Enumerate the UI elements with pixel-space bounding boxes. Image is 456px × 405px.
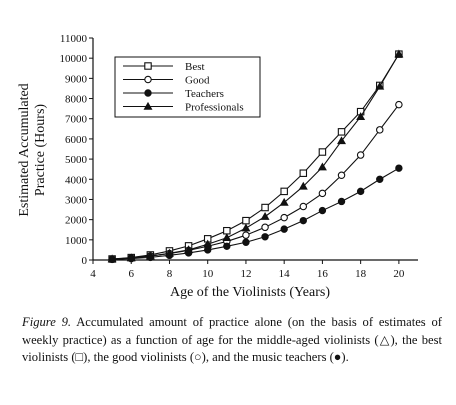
point-teachers bbox=[261, 233, 269, 241]
legend-marker-best bbox=[144, 62, 152, 70]
point-professionals bbox=[394, 49, 404, 58]
practice-chart: 0 1000 2000 3000 4000 5000 6000 7000 8000 9000 100… bbox=[17, 33, 418, 300]
point-professionals bbox=[375, 81, 385, 90]
series-line-good bbox=[112, 104, 400, 260]
point-teachers bbox=[242, 238, 250, 246]
point-professionals bbox=[203, 239, 213, 248]
y-tick-label: 1000 bbox=[65, 235, 88, 247]
point-good bbox=[376, 126, 384, 134]
legend-label-best: Best bbox=[185, 61, 205, 73]
y-tick-label: 8000 bbox=[65, 94, 88, 106]
y-tick-label: 10000 bbox=[60, 53, 88, 65]
point-professionals bbox=[145, 251, 155, 260]
point-good bbox=[318, 189, 327, 198]
y-tick-label: 0 bbox=[82, 255, 88, 267]
point-teachers bbox=[376, 175, 384, 183]
point-best bbox=[318, 148, 327, 156]
legend-label-good: Good bbox=[185, 75, 210, 87]
point-best bbox=[261, 203, 269, 212]
x-axis-title: Age of the Violinists (Years) bbox=[170, 285, 330, 300]
x-tick-label: 16 bbox=[317, 268, 329, 280]
series-line-best bbox=[112, 53, 400, 260]
series-line-professionals bbox=[112, 53, 400, 260]
point-teachers bbox=[356, 187, 365, 196]
point-teachers bbox=[204, 246, 212, 254]
point-teachers bbox=[280, 225, 288, 233]
y-tick-label: 3000 bbox=[65, 194, 88, 206]
point-professionals bbox=[337, 136, 347, 145]
y-tick-label: 2000 bbox=[65, 215, 88, 227]
point-professionals bbox=[260, 212, 270, 220]
series-professionals bbox=[107, 49, 404, 263]
point-good bbox=[280, 213, 288, 222]
point-good bbox=[337, 171, 346, 179]
point-teachers bbox=[337, 197, 346, 206]
y-axis: 0 1000 2000 3000 4000 5000 6000 7000 8000 9000 100… bbox=[60, 33, 93, 267]
point-good bbox=[261, 223, 269, 232]
x-tick-label: 20 bbox=[393, 268, 405, 280]
point-professionals bbox=[298, 181, 308, 190]
x-axis: 4 6 8 10 12 14 16 18 20 bbox=[90, 260, 405, 280]
x-tick-label: 10 bbox=[202, 268, 214, 280]
point-professionals bbox=[184, 245, 194, 254]
point-good bbox=[242, 231, 250, 239]
point-professionals bbox=[222, 233, 232, 242]
legend-marker-professionals bbox=[143, 101, 153, 110]
legend-label-teachers: Teachers bbox=[185, 88, 224, 100]
point-good bbox=[299, 202, 308, 211]
point-professionals bbox=[107, 254, 117, 263]
point-professionals bbox=[126, 253, 136, 262]
series-line-teachers bbox=[112, 167, 400, 260]
figure-caption: Figure 9. Accumulated amount of practice… bbox=[22, 314, 442, 367]
y-tick-label: 6000 bbox=[65, 134, 88, 146]
point-teachers bbox=[395, 164, 403, 172]
y-tick-label: 7000 bbox=[65, 114, 88, 126]
x-tick-label: 12 bbox=[240, 268, 251, 280]
series-lines bbox=[107, 49, 404, 264]
y-axis-title: Estimated Accumulated Practice (Hours) bbox=[17, 83, 48, 216]
y-tick-label: 9000 bbox=[65, 73, 88, 85]
point-good bbox=[395, 100, 403, 109]
point-professionals bbox=[164, 248, 174, 257]
legend-marker-teachers bbox=[144, 89, 152, 97]
point-best bbox=[223, 226, 231, 235]
x-tick-label: 8 bbox=[167, 268, 173, 280]
legend-label-professionals: Professionals bbox=[185, 102, 244, 114]
series-teachers bbox=[108, 164, 403, 264]
y-tick-label: 5000 bbox=[65, 154, 88, 166]
series-good bbox=[108, 100, 403, 263]
point-professionals bbox=[317, 162, 327, 171]
point-professionals bbox=[279, 197, 289, 206]
caption-text: Accumulated amount of practice alone (on… bbox=[22, 315, 442, 364]
plot-frame bbox=[92, 38, 418, 261]
y-axis-title-line-2: Practice (Hours) bbox=[33, 104, 48, 196]
point-teachers bbox=[299, 216, 307, 225]
point-teachers bbox=[223, 242, 231, 250]
x-tick-label: 4 bbox=[90, 268, 96, 280]
point-teachers bbox=[318, 206, 327, 215]
point-best bbox=[280, 187, 288, 196]
x-tick-label: 6 bbox=[128, 268, 134, 280]
x-tick-label: 14 bbox=[279, 268, 291, 280]
x-tick-label: 18 bbox=[355, 268, 367, 280]
point-professionals bbox=[241, 223, 251, 232]
point-professionals bbox=[356, 112, 366, 120]
point-best bbox=[299, 169, 308, 177]
y-tick-label: 11000 bbox=[60, 33, 88, 45]
legend-marker-good bbox=[144, 75, 152, 84]
point-best bbox=[337, 128, 346, 136]
point-best bbox=[242, 216, 250, 225]
y-axis-title-line-1: Estimated Accumulated bbox=[17, 83, 32, 216]
y-tick-label: 4000 bbox=[65, 174, 88, 186]
figure-label: Figure 9. bbox=[22, 315, 72, 329]
point-good bbox=[356, 151, 365, 159]
